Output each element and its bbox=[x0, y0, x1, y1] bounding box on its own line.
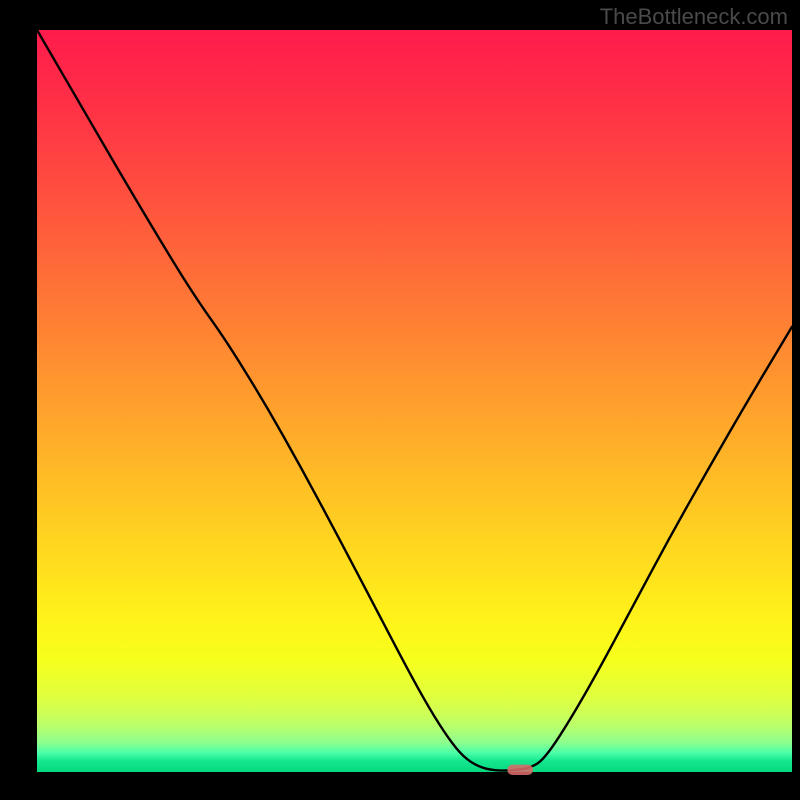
plot-canvas bbox=[0, 0, 800, 800]
plot-background bbox=[37, 30, 792, 772]
optimal-marker bbox=[507, 765, 533, 775]
chart-root: TheBottleneck.com bbox=[0, 0, 800, 800]
watermark-text: TheBottleneck.com bbox=[600, 4, 788, 30]
plot-svg bbox=[0, 0, 800, 800]
